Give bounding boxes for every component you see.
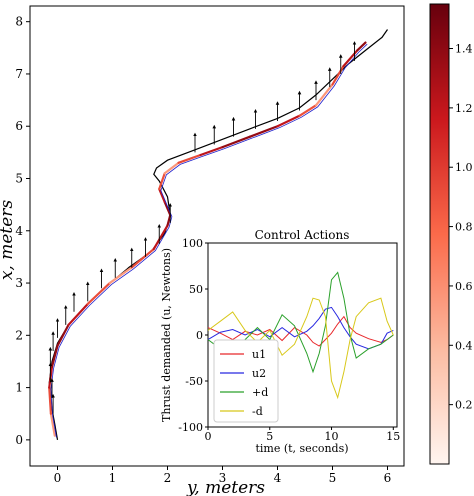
inset-y-tick-label: 0 [196, 329, 203, 342]
inset-legend: u1 u2 +d -d [213, 339, 279, 423]
main-y-tick-label: 7 [15, 67, 23, 81]
colorbar-tick-label: 0.6 [455, 280, 473, 293]
series-line-u1 [207, 315, 394, 347]
vehicle-path-segment [86, 281, 111, 306]
inset-y-tick-label: -50 [185, 375, 203, 388]
vehicle-path-segment [276, 114, 301, 128]
inset-plot: Control Actions 0 5 10 15 -100 -50 0 50 100 time… [160, 228, 400, 455]
main-x-tick-label: 0 [54, 471, 62, 485]
inset-x-tick-label: 0 [205, 430, 212, 443]
vehicle-path-segment [199, 146, 224, 157]
vehicle-path-segment [130, 247, 155, 269]
main-y-tick-label: 3 [15, 276, 23, 290]
vehicle-path-segment [163, 161, 180, 175]
main-x-tick-label: 1 [109, 471, 117, 485]
colorbar-gradient [429, 3, 450, 465]
colorbar-tick-label: 0.2 [455, 399, 473, 412]
vehicle-path-segment [67, 302, 89, 326]
main-y-tick-label: 1 [15, 381, 23, 395]
colorbar-tick-label: 1.4 [455, 43, 473, 56]
legend-box [213, 339, 279, 423]
main-y-tick-label: 4 [15, 224, 23, 238]
legend-label: u1 [252, 348, 266, 361]
colorbar-tick-label: 1.0 [455, 161, 473, 174]
vehicle-path-segment [163, 200, 172, 217]
vehicle-path-segment [298, 104, 318, 117]
legend-label: u2 [252, 367, 266, 380]
vehicle-path-segment [248, 125, 279, 138]
vehicle-path-segment [49, 412, 56, 437]
main-y-tick-label: 8 [15, 15, 23, 29]
vehicle-path-segment [152, 224, 169, 251]
vehicle-path-segment [166, 213, 172, 227]
vehicle-path-segment [314, 83, 334, 107]
inset-data [207, 271, 394, 400]
vehicle-path-segment [177, 153, 202, 164]
main-y-axis-label: x, meters [0, 200, 17, 281]
colorbar-tick-label: 1.2 [455, 102, 473, 115]
legend-label: -d [252, 405, 263, 418]
vehicle-path-segment [158, 187, 166, 204]
main-y-tick-label: 6 [15, 119, 23, 133]
vehicle-path-segment [48, 386, 53, 415]
colorbar: 0.2 0.4 0.6 0.8 1.0 1.2 1.4 [429, 3, 473, 465]
vehicle-path-segment [50, 344, 59, 368]
inset-y-tick-label: -100 [178, 421, 203, 434]
main-x-tick-label: 6 [384, 471, 392, 485]
vehicle-path-segment [342, 49, 359, 68]
colorbar-tick-label: 0.8 [455, 221, 473, 234]
main-x-tick-label: 3 [219, 471, 227, 485]
inset-x-tick-label: 15 [386, 430, 400, 443]
inset-y-axis-label: Thrust demanded (u, Newtons) [160, 248, 173, 422]
main-ticks: 0 1 2 3 4 5 6 0 1 2 3 4 5 6 7 8 [15, 15, 391, 485]
vehicle-path-segment [331, 65, 345, 86]
vehicle-path-segment [158, 172, 166, 191]
main-y-tick-label: 5 [15, 172, 23, 186]
inset-title: Control Actions [255, 228, 350, 242]
vehicle-path-segment [108, 266, 133, 285]
series-line--d [207, 297, 394, 400]
thrust-path-line [50, 43, 368, 438]
series-line-u2 [207, 306, 394, 350]
main-x-tick-label: 2 [164, 471, 172, 485]
vehicle-path-segment [221, 135, 252, 149]
inset-x-axis-label: time (t, seconds) [255, 442, 348, 455]
inset-y-tick-label: 100 [182, 237, 203, 250]
vehicle-path-segment [56, 323, 70, 347]
inset-ticks: 0 5 10 15 -100 -50 0 50 100 [178, 237, 400, 443]
colorbar-tick-label: 0.4 [455, 339, 473, 352]
legend-label: +d [252, 386, 268, 399]
vehicle-path-segment [356, 41, 367, 52]
inset-y-tick-label: 50 [189, 283, 203, 296]
main-x-tick-label: 4 [274, 471, 282, 485]
main-x-tick-label: 5 [329, 471, 337, 485]
main-y-tick-label: 0 [15, 433, 23, 447]
series-line-+d [207, 271, 394, 374]
inset-x-tick-label: 10 [325, 430, 339, 443]
inset-x-tick-label: 5 [266, 430, 273, 443]
colorbar-ticks: 0.2 0.4 0.6 0.8 1.0 1.2 1.4 [449, 43, 473, 412]
main-x-axis-label: y, meters [186, 478, 265, 496]
main-data [48, 29, 388, 441]
main-y-tick-label: 2 [15, 328, 23, 342]
